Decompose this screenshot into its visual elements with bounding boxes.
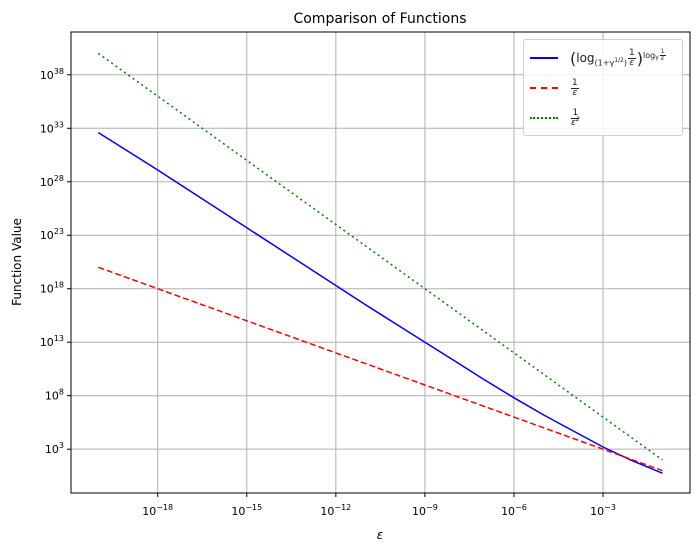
- log-fn: log: [576, 51, 595, 65]
- series-line-solid: [97, 131, 663, 474]
- y-tick-label: 108: [45, 388, 64, 403]
- frac-num: 1: [627, 47, 636, 59]
- x-axis-label: ε: [377, 528, 384, 542]
- series-lines: [97, 52, 663, 474]
- frac-den: ε: [629, 57, 635, 68]
- x-tick-label: 10−18: [142, 503, 173, 518]
- ticks: 10−18 10−15 10−12 10−9 10−6 10−3 103 108 1013 101…: [40, 67, 616, 518]
- frac-num: 1: [571, 77, 579, 89]
- exp-base: γ: [655, 54, 659, 61]
- frac-num: 1: [571, 107, 580, 119]
- log-base: (1+γ: [594, 58, 615, 68]
- x-tick-label: 10−9: [412, 503, 438, 518]
- y-tick-label: 1028: [40, 174, 64, 189]
- paren-open: (: [570, 48, 577, 68]
- y-tick-label: 1013: [40, 334, 64, 349]
- frac-den-exp: 2: [575, 115, 580, 123]
- y-tick-label: 1033: [40, 120, 64, 135]
- exp-den: ε: [661, 54, 665, 62]
- x-tick-label: 10−15: [231, 503, 262, 518]
- y-tick-label: 1023: [40, 227, 64, 242]
- x-tick-label: 10−12: [320, 503, 351, 518]
- axes-frame: [70, 31, 691, 494]
- y-tick-label: 1038: [40, 67, 64, 82]
- exp-num: 1: [659, 47, 666, 56]
- legend-swatch-dashed-red: [530, 87, 558, 89]
- exp-log: log: [642, 50, 656, 60]
- y-tick-label: 1018: [40, 281, 64, 296]
- log-base-exp: 1/2: [614, 56, 624, 64]
- x-tick-label: 10−3: [590, 503, 616, 518]
- x-tick-label: 10−6: [501, 503, 527, 518]
- series-line-dashed: [98, 266, 663, 472]
- legend-swatch-dotted-green: [530, 117, 558, 119]
- series-line-dotted: [97, 52, 663, 461]
- y-tick-label: 103: [45, 441, 64, 456]
- frac-den: ε: [572, 87, 578, 98]
- legend-label-3: 1 ε2: [570, 107, 581, 128]
- frac-den: ε: [571, 117, 576, 128]
- y-axis-label: Function Value: [10, 218, 24, 306]
- chart-title: Comparison of Functions: [293, 11, 466, 27]
- paren-close: ): [636, 48, 643, 68]
- log-base-close: ): [623, 58, 627, 68]
- legend-item-green: 1 ε2: [530, 105, 581, 131]
- legend-swatch-solid-blue: [530, 57, 558, 59]
- fraction: 1 ε2: [571, 107, 580, 128]
